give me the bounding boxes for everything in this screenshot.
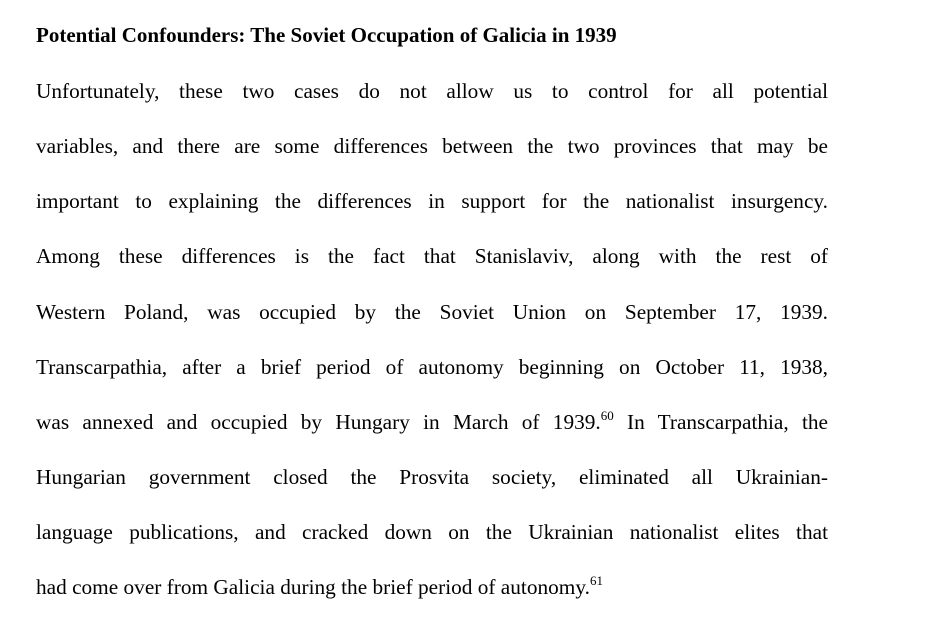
paragraph-line-8: Hungarian government closed the Prosvita… — [36, 465, 828, 489]
paragraph-line-2: variables, and there are some difference… — [36, 134, 828, 158]
paragraph-line-10: had come over from Galicia during the br… — [36, 571, 828, 603]
line-7-text-after-footnote: In Transcarpathia, the — [613, 410, 828, 434]
paragraph-line-7: was annexed and occupied by Hungary in M… — [36, 406, 828, 438]
footnote-ref-60[interactable]: 60 — [600, 408, 614, 423]
line-10-text: had come over from Galicia during the br… — [36, 575, 590, 599]
paragraph-line-5: Western Poland, was occupied by the Sovi… — [36, 300, 828, 324]
paragraph-line-3: important to explaining the differences … — [36, 189, 828, 213]
section-heading: Potential Confounders: The Soviet Occupa… — [36, 23, 617, 47]
paragraph-line-9: language publications, and cracked down … — [36, 520, 828, 544]
paragraph-line-4: Among these differences is the fact that… — [36, 244, 828, 268]
paragraph-line-1: Unfortunately, these two cases do not al… — [36, 79, 828, 103]
footnote-ref-61[interactable]: 61 — [589, 573, 603, 588]
paragraph-line-6: Transcarpathia, after a brief period of … — [36, 355, 828, 379]
line-7-text-before-footnote: was annexed and occupied by Hungary in M… — [36, 410, 601, 434]
